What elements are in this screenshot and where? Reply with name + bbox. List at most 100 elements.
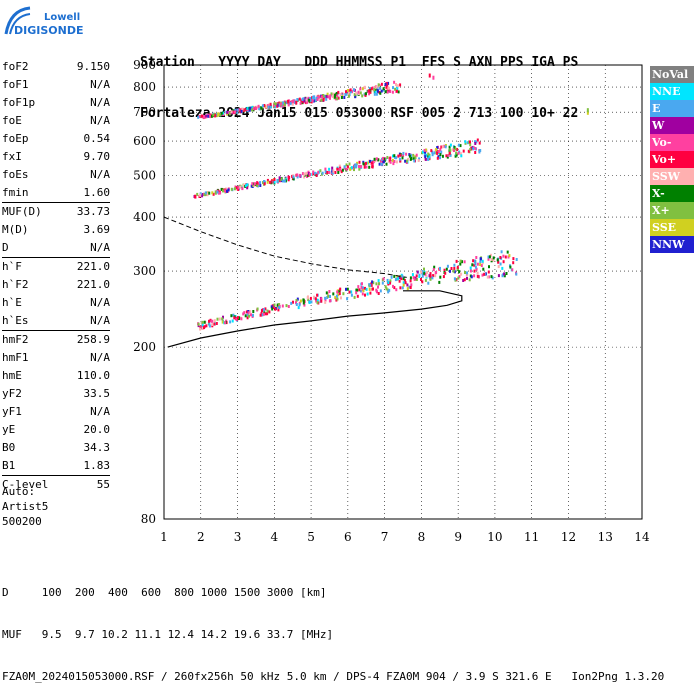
echo-point xyxy=(442,275,445,279)
echo-point xyxy=(222,189,224,193)
echo-point xyxy=(331,166,334,170)
echo-point xyxy=(365,161,367,165)
echo-point xyxy=(411,273,414,277)
echo-point xyxy=(492,258,495,262)
echo-point xyxy=(466,276,468,280)
echo-point xyxy=(342,292,345,296)
echo-point xyxy=(289,102,292,106)
x-tick-label: 4 xyxy=(270,530,278,544)
echo-point xyxy=(226,112,229,116)
echo-point xyxy=(392,284,394,288)
echo-point xyxy=(444,271,447,275)
autoscaling-info: Auto: Artist5 500200 xyxy=(2,484,48,529)
echo-point xyxy=(449,269,451,273)
param-name: hmF1 xyxy=(2,351,29,364)
param-name: foF1p xyxy=(2,96,36,109)
echo-point xyxy=(353,295,356,299)
echo-point xyxy=(470,147,473,151)
echo-point xyxy=(423,148,426,152)
echo-point xyxy=(428,153,431,157)
echo-point xyxy=(280,177,283,181)
echo-point xyxy=(474,262,477,266)
echo-point xyxy=(431,153,434,157)
echo-point xyxy=(337,96,340,100)
echo-point xyxy=(243,311,246,315)
echo-point xyxy=(326,92,329,96)
echo-point xyxy=(275,102,278,106)
y-tick-label: 300 xyxy=(133,264,156,278)
echo-point xyxy=(336,94,339,98)
echo-point xyxy=(252,313,254,317)
echo-point xyxy=(502,254,505,258)
echo-point xyxy=(259,313,262,317)
echo-point xyxy=(481,259,484,263)
echo-point xyxy=(312,170,315,174)
echo-point xyxy=(201,323,204,327)
echo-point xyxy=(235,317,238,321)
echo-point xyxy=(324,167,327,171)
param-value: N/A xyxy=(90,241,110,254)
echo-point xyxy=(361,292,364,296)
echo-point xyxy=(302,301,305,305)
echo-point xyxy=(378,86,381,90)
echo-point xyxy=(329,295,331,298)
echo-point xyxy=(355,91,358,95)
echo-point xyxy=(248,314,250,318)
param-row: foEp 0.54 xyxy=(2,130,110,148)
echo-point xyxy=(515,258,518,261)
echo-point xyxy=(339,93,342,96)
echo-point xyxy=(499,256,502,259)
echo-point xyxy=(379,91,382,95)
echo-point xyxy=(479,260,482,264)
echo-point xyxy=(211,191,214,195)
echo-point xyxy=(441,154,444,158)
param-name: D xyxy=(2,241,9,254)
echo-point xyxy=(512,257,515,261)
echo-point xyxy=(399,286,402,290)
echo-point xyxy=(486,275,489,279)
echo-point xyxy=(393,274,396,278)
echo-point xyxy=(309,296,312,300)
echo-point xyxy=(456,265,459,269)
echo-point xyxy=(385,85,388,89)
echo-point xyxy=(292,175,295,179)
echo-point xyxy=(234,108,237,112)
echo-point xyxy=(439,275,442,279)
echo-point xyxy=(396,86,399,90)
echo-point xyxy=(345,287,347,291)
echo-point xyxy=(369,283,372,287)
echo-point xyxy=(490,275,493,279)
echo-point xyxy=(343,165,346,169)
echo-point xyxy=(370,87,373,91)
echo-point xyxy=(380,82,383,86)
echo-point xyxy=(505,272,508,275)
x-tick-label: 13 xyxy=(598,530,613,544)
echo-point xyxy=(309,172,311,176)
echo-point xyxy=(413,277,416,281)
echo-point xyxy=(586,108,589,113)
echo-point xyxy=(448,145,451,149)
echo-point xyxy=(208,191,211,195)
echo-point xyxy=(396,275,399,279)
legend-item-x: X+ xyxy=(650,202,694,219)
echo-point xyxy=(256,184,259,187)
echo-point xyxy=(402,151,405,155)
param-row: B0 34.3 xyxy=(2,439,110,457)
param-value: N/A xyxy=(90,96,110,109)
echo-point xyxy=(309,96,312,100)
echo-point xyxy=(437,150,440,153)
param-row: h`E N/A xyxy=(2,294,110,312)
echo-point xyxy=(408,153,411,157)
x-tick-label: 2 xyxy=(197,530,205,544)
echo-point xyxy=(268,103,270,107)
echo-point xyxy=(287,103,290,107)
x-tick-label: 14 xyxy=(634,530,650,544)
echo-point xyxy=(409,286,412,289)
lowell-digisonde-logo: Lowell DIGISONDE xyxy=(4,4,83,40)
param-row: M(D) 3.69 xyxy=(2,221,110,239)
param-name: M(D) xyxy=(2,223,29,236)
param-row: hmF2 258.9 xyxy=(2,331,110,349)
auto-version: 500200 xyxy=(2,515,42,528)
echo-point xyxy=(283,101,286,105)
echo-point xyxy=(357,90,360,94)
